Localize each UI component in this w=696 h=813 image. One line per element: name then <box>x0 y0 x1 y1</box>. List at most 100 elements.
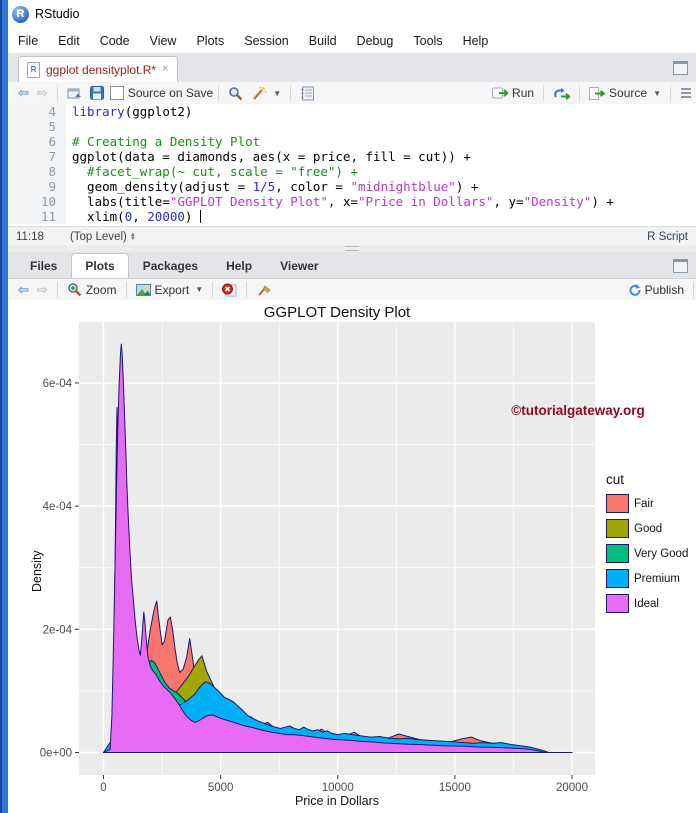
save-button[interactable] <box>86 84 108 102</box>
publish-label: Publish <box>644 282 684 297</box>
tab-plots[interactable]: Plots <box>71 253 129 278</box>
line-number: 8 <box>8 164 66 179</box>
back-button[interactable]: ⇦ <box>14 83 33 103</box>
tab-files[interactable]: Files <box>30 259 58 273</box>
source-on-save-checkbox[interactable] <box>109 86 124 100</box>
chevron-down-icon: ▼ <box>273 88 282 98</box>
line-number: 5 <box>8 119 66 134</box>
clear-all-plots-button[interactable] <box>252 281 276 299</box>
plot-display: 0 5000 10000 15000 20000 0e+00 2e-04 4e-04 6e-04… <box>8 300 696 813</box>
menu-item-debug[interactable]: Debug <box>356 33 394 48</box>
open-in-new-window-button[interactable] <box>63 85 86 102</box>
legend-swatch <box>606 519 629 538</box>
panel-tabbar: Files Plots Packages Help Viewer <box>8 252 696 279</box>
legend-entry-good: Good <box>606 519 696 538</box>
code-line: 9 geom_density(adjust = 1/5, color = "mi… <box>8 179 696 194</box>
x-axis-title: Price in Dollars <box>294 794 380 808</box>
document-outline-button[interactable] <box>676 85 696 101</box>
menu-item-plots[interactable]: Plots <box>196 33 225 48</box>
zoom-plot-button[interactable]: Zoom <box>63 280 121 299</box>
source-icon <box>589 86 606 100</box>
rerun-icon <box>554 87 571 100</box>
line-number: 11 <box>8 209 66 224</box>
tab-packages[interactable]: Packages <box>142 259 199 273</box>
legend-label: Very Good <box>634 547 689 560</box>
publish-button[interactable]: Publish <box>623 281 688 299</box>
legend-swatch <box>606 544 629 563</box>
text-cursor <box>199 210 201 223</box>
export-image-icon <box>135 283 151 296</box>
menu-item-edit[interactable]: Edit <box>58 33 80 48</box>
code-editor[interactable]: 4 library(ggplot2) 5 6 # Creating a Density … <box>8 104 696 226</box>
code-line: 11 xlim(0, 20000) <box>8 209 696 224</box>
svg-text:4e-04: 4e-04 <box>43 501 73 513</box>
remove-plot-button[interactable] <box>218 281 241 299</box>
chart-legend: cut Fair Good Very Good Premium Ideal <box>606 472 696 619</box>
source-toolbar: ⇦ ⇨ Source on Save ▼ Run Source ▼ <box>8 82 696 105</box>
next-plot-button[interactable]: ⇨ <box>33 280 52 300</box>
source-tab[interactable]: R ggplot densityplot.R* × <box>18 56 178 82</box>
code-line: 4 library(ggplot2) <box>8 104 696 119</box>
compile-report-button[interactable] <box>296 84 319 103</box>
code-line: 7 ggplot(data = diamonds, aes(x = price, … <box>8 149 696 164</box>
svg-text:10000: 10000 <box>322 782 354 794</box>
menu-item-tools[interactable]: Tools <box>413 33 443 48</box>
outline-icon <box>681 88 691 98</box>
popout-window-icon <box>67 88 81 98</box>
menu-item-file[interactable]: File <box>18 33 39 48</box>
chevron-down-icon: ▼ <box>653 88 661 98</box>
tab-help[interactable]: Help <box>226 259 253 273</box>
code-tools-button[interactable]: ▼ <box>247 84 285 103</box>
rerun-button[interactable] <box>549 85 574 102</box>
r-file-icon: R <box>27 61 40 78</box>
svg-text:0e+00: 0e+00 <box>40 748 72 760</box>
legend-entry-very-good: Very Good <box>606 544 696 563</box>
code-line: 8 #facet_wrap(~ cut, scale = "free") + <box>8 164 696 179</box>
menu-item-build[interactable]: Build <box>308 33 337 48</box>
forward-arrow-icon: ⇨ <box>36 85 48 100</box>
source-label: Source <box>609 86 648 100</box>
search-icon <box>229 86 243 100</box>
source-tab-label: ggplot densityplot.R* <box>46 62 157 77</box>
minimize-pane-icon[interactable] <box>673 259 688 273</box>
forward-button[interactable]: ⇨ <box>33 83 52 103</box>
legend-swatch <box>606 594 629 613</box>
run-label: Run <box>512 86 535 100</box>
code-line: 10 labs(title="GGPLOT Density Plot", x="… <box>8 194 696 209</box>
menu-item-session[interactable]: Session <box>244 33 289 48</box>
window-left-border <box>0 0 10 813</box>
find-replace-button[interactable] <box>224 84 247 103</box>
back-arrow-icon: ⇦ <box>18 85 29 100</box>
line-number: 10 <box>8 194 66 209</box>
tab-viewer[interactable]: Viewer <box>280 259 319 273</box>
svg-text:5000: 5000 <box>208 782 234 794</box>
run-button[interactable]: Run <box>488 84 538 102</box>
source-tabbar: R ggplot densityplot.R* × <box>8 53 696 83</box>
line-number: 6 <box>8 134 66 149</box>
watermark: ©tutorialgateway.org <box>511 403 645 418</box>
remove-plot-icon <box>222 283 237 296</box>
scope-selector[interactable]: (Top Level) ▲ ▼ <box>70 231 136 243</box>
line-number: 4 <box>8 104 66 119</box>
source-button[interactable]: Source ▼ <box>585 84 665 102</box>
legend-label: Good <box>634 522 663 535</box>
svg-text:2e-04: 2e-04 <box>43 624 73 636</box>
legend-label: Premium <box>634 572 681 585</box>
notebook-icon <box>301 86 315 100</box>
density-chart: 0 5000 10000 15000 20000 0e+00 2e-04 4e-04 6e-04 <box>40 322 595 794</box>
menu-item-help[interactable]: Help <box>462 33 489 48</box>
pane-splitter[interactable] <box>8 245 696 252</box>
save-floppy-icon <box>89 86 104 100</box>
chevron-down-icon: ▼ <box>195 285 204 294</box>
legend-title: cut <box>606 472 625 487</box>
legend-entry-premium: Premium <box>606 569 696 588</box>
legend-label: Fair <box>634 497 654 510</box>
menu-item-view[interactable]: View <box>149 33 177 48</box>
magic-wand-icon <box>253 86 267 100</box>
close-tab-icon[interactable]: × <box>162 63 169 75</box>
export-plot-button[interactable]: Export ▼ <box>132 281 208 299</box>
previous-plot-button[interactable]: ⇦ <box>14 280 33 300</box>
menu-item-code[interactable]: Code <box>99 33 130 48</box>
cursor-position: 11:18 <box>16 230 44 243</box>
minimize-pane-icon[interactable] <box>673 61 688 75</box>
